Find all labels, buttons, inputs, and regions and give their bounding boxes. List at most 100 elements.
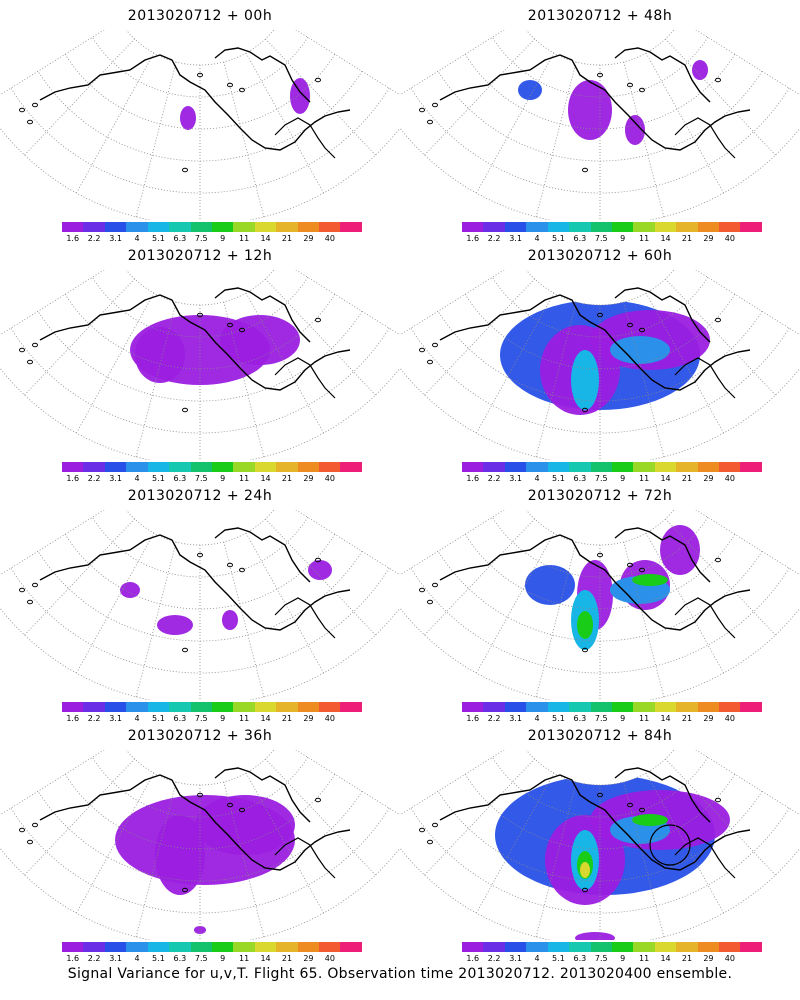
colorbar-tick-label: 29 bbox=[303, 714, 314, 723]
colorbar-tick-label: 29 bbox=[303, 954, 314, 963]
colorbar-tick-label: 29 bbox=[703, 954, 714, 963]
map-plot bbox=[0, 270, 400, 460]
colorbar-tick-label: 6.3 bbox=[173, 474, 187, 483]
colorbar-segment bbox=[611, 942, 634, 952]
map-plot bbox=[0, 30, 400, 220]
colorbar-segment bbox=[126, 702, 148, 712]
colorbar-segment bbox=[211, 942, 234, 952]
colorbar-tick-label: 14 bbox=[260, 234, 271, 243]
colorbar-segment bbox=[297, 702, 320, 712]
colorbar-segment bbox=[654, 942, 677, 952]
colorbar-tick-label: 7.5 bbox=[194, 474, 208, 483]
colorbar-segment bbox=[319, 942, 341, 952]
colorbar-segment bbox=[340, 702, 362, 712]
colorbar bbox=[62, 222, 362, 232]
colorbar-segment bbox=[254, 222, 277, 232]
colorbar-tick-label: 7.5 bbox=[194, 954, 208, 963]
colorbar-tick-label: 6.3 bbox=[173, 234, 187, 243]
colorbar-tick-label: 7.5 bbox=[594, 714, 608, 723]
colorbar-tick-label: 11 bbox=[639, 234, 650, 243]
map-plot bbox=[400, 270, 800, 460]
colorbar-tick-label: 5.1 bbox=[152, 234, 165, 243]
map-plot bbox=[0, 510, 400, 700]
colorbar-segment bbox=[297, 942, 320, 952]
colorbar-segment bbox=[83, 942, 105, 952]
colorbar-tick-label: 2.2 bbox=[487, 234, 501, 243]
colorbar-segment bbox=[62, 222, 84, 232]
forecast-panel: 2013020712 + 36h 1.6 2.2 3.1 4 5.1 6.3 7.5 9 11 14… bbox=[0, 720, 400, 963]
forecast-panel: 2013020712 + 84h 1.6 2.2 3.1 4 5.1 6.3 7.5 9 11 14… bbox=[400, 720, 800, 963]
forecast-panel: 2013020712 + 00h 1.6 2.2 3.1 4 5.1 6.3 7.5 9 11 14… bbox=[0, 0, 400, 243]
colorbar-segment bbox=[526, 702, 548, 712]
colorbar-segment bbox=[211, 222, 234, 232]
colorbar-segment bbox=[676, 942, 698, 952]
colorbar-tick-label: 6.3 bbox=[173, 714, 187, 723]
colorbar bbox=[62, 702, 362, 712]
colorbar-tick-label: 40 bbox=[724, 234, 735, 243]
forecast-panel: 2013020712 + 48h 1.6 2.2 3.1 4 5.1 6.3 7.5 9 11 14… bbox=[400, 0, 800, 243]
map-plot bbox=[400, 510, 800, 700]
colorbar-labels: 1.6 2.2 3.1 4 5.1 6.3 7.5 9 11 14 21 29 40 bbox=[462, 954, 762, 964]
colorbar-segment bbox=[462, 702, 484, 712]
map-plot bbox=[400, 30, 800, 220]
colorbar-segment bbox=[719, 462, 741, 472]
colorbar-segment bbox=[719, 942, 741, 952]
colorbar-tick-label: 6.3 bbox=[573, 954, 587, 963]
colorbar-segment bbox=[590, 222, 612, 232]
colorbar-segment bbox=[611, 702, 634, 712]
colorbar-tick-label: 40 bbox=[724, 714, 735, 723]
panel-title: 2013020712 + 60h bbox=[527, 248, 673, 264]
colorbar-tick-label: 5.1 bbox=[552, 474, 565, 483]
colorbar-tick-label: 9 bbox=[620, 234, 626, 243]
colorbar-tick-label: 9 bbox=[620, 954, 626, 963]
colorbar-tick-label: 40 bbox=[324, 714, 335, 723]
colorbar-tick-label: 5.1 bbox=[152, 714, 165, 723]
colorbar-tick-label: 9 bbox=[620, 714, 626, 723]
colorbar-tick-label: 3.1 bbox=[509, 234, 522, 243]
colorbar-segment bbox=[740, 222, 762, 232]
colorbar-segment bbox=[590, 942, 612, 952]
colorbar-tick-label: 1.6 bbox=[466, 714, 480, 723]
colorbar-tick-label: 4 bbox=[534, 714, 540, 723]
colorbar-tick-label: 3.1 bbox=[109, 474, 122, 483]
colorbar-segment bbox=[654, 222, 677, 232]
colorbar-segment bbox=[233, 702, 255, 712]
colorbar-segment bbox=[569, 942, 591, 952]
colorbar bbox=[62, 942, 362, 952]
colorbar-segment bbox=[462, 942, 484, 952]
colorbar-labels: 1.6 2.2 3.1 4 5.1 6.3 7.5 9 11 14 21 29 40 bbox=[62, 234, 362, 244]
colorbar-tick-label: 14 bbox=[660, 474, 671, 483]
panel-title: 2013020712 + 36h bbox=[127, 728, 273, 744]
colorbar-segment bbox=[547, 942, 570, 952]
colorbar-labels: 1.6 2.2 3.1 4 5.1 6.3 7.5 9 11 14 21 29 40 bbox=[62, 714, 362, 724]
colorbar-tick-label: 6.3 bbox=[573, 714, 587, 723]
colorbar-segment bbox=[569, 462, 591, 472]
colorbar-segment bbox=[483, 942, 505, 952]
colorbar-segment bbox=[83, 222, 105, 232]
colorbar-tick-label: 29 bbox=[303, 234, 314, 243]
colorbar-tick-label: 40 bbox=[324, 234, 335, 243]
forecast-panel: 2013020712 + 60h 1.6 2.2 3.1 4 5.1 6.3 7.5 9 11 14… bbox=[400, 240, 800, 483]
colorbar-segment bbox=[190, 222, 212, 232]
colorbar-tick-label: 2.2 bbox=[487, 474, 501, 483]
colorbar bbox=[462, 942, 762, 952]
colorbar-tick-label: 21 bbox=[681, 714, 693, 723]
colorbar-segment bbox=[190, 942, 212, 952]
colorbar-tick-label: 9 bbox=[220, 954, 226, 963]
colorbar-labels: 1.6 2.2 3.1 4 5.1 6.3 7.5 9 11 14 21 29 40 bbox=[462, 234, 762, 244]
colorbar-segment bbox=[590, 702, 612, 712]
colorbar-segment bbox=[504, 222, 527, 232]
colorbar-tick-label: 3.1 bbox=[109, 234, 122, 243]
colorbar-segment bbox=[483, 462, 505, 472]
panel-title: 2013020712 + 72h bbox=[527, 488, 673, 504]
colorbar-segment bbox=[169, 942, 191, 952]
colorbar-tick-label: 40 bbox=[724, 474, 735, 483]
colorbar-segment bbox=[169, 462, 191, 472]
colorbar-segment bbox=[697, 702, 720, 712]
colorbar-segment bbox=[740, 462, 762, 472]
colorbar-tick-label: 14 bbox=[660, 234, 671, 243]
colorbar-tick-label: 1.6 bbox=[66, 714, 80, 723]
colorbar-tick-label: 2.2 bbox=[87, 234, 101, 243]
colorbar-segment bbox=[547, 462, 570, 472]
colorbar-tick-label: 40 bbox=[324, 474, 335, 483]
